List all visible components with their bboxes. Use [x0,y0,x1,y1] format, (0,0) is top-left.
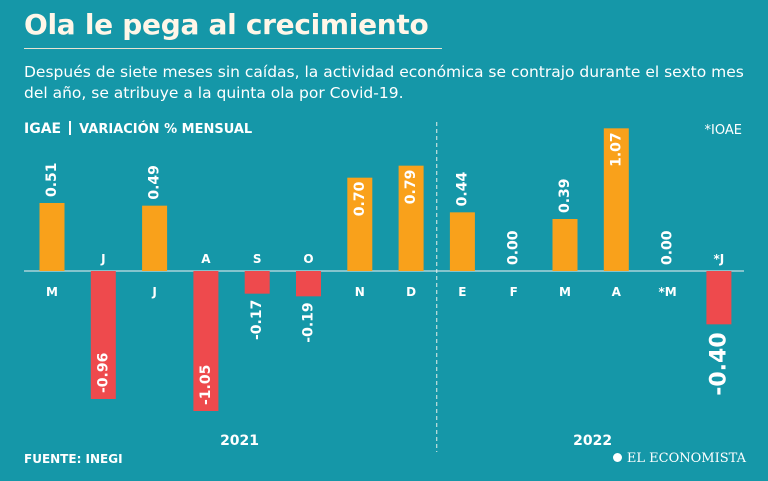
brand-dot-icon [612,453,622,462]
category-label-11: A [612,285,622,299]
chart-note: *IOAE [704,123,742,138]
value-label-13: -0.40 [706,332,731,395]
bar-3 [193,271,219,411]
value-label-7: 0.79 [403,170,419,205]
category-label-4: S [253,252,262,266]
brand-name: EL ECONOMISTA [626,451,746,466]
bar-7 [398,165,424,271]
category-label-2: J [151,285,156,299]
bar-1 [90,271,116,399]
bar-2 [142,205,168,271]
bar-5 [296,271,321,297]
title-divider [24,48,442,49]
chart-title: Ola le pega al crecimiento [24,8,429,41]
y-axis-label-sub: VARIACIÓN % MENSUAL [79,122,253,137]
value-label-6: 0.70 [352,181,368,216]
category-label-3: A [201,252,211,266]
source-label: FUENTE: INEGI [24,452,123,466]
category-label-1: J [100,252,105,266]
value-label-3: -1.05 [198,365,214,405]
category-label-7: D [406,285,416,299]
value-label-11: 1.07 [608,132,624,167]
bar-13 [706,271,732,325]
bar-11 [603,128,629,271]
category-label-5: O [303,252,313,266]
category-label-6: N [355,285,365,299]
value-label-0: 0.51 [44,162,60,197]
chart-subtitle: Después de siete meses sin caídas, la ac… [24,63,744,102]
brand-logo: EL ECONOMISTA [612,451,746,466]
category-label-12: *M [658,285,676,299]
y-axis-label-main: IGAE [24,121,62,137]
category-label-10: M [559,285,571,299]
value-label-8: 0.44 [454,172,470,207]
year-label-2022: 2022 [573,433,612,449]
y-axis-label: IGAE VARIACIÓN % MENSUAL [24,121,252,137]
category-label-8: E [458,285,466,299]
category-label-0: M [46,285,58,299]
value-label-10: 0.39 [557,178,573,213]
bar-0 [39,203,65,271]
value-label-5: -0.19 [301,302,317,342]
y-axis-label-separator [69,121,72,135]
bar-10 [552,219,578,271]
bar-6 [347,177,373,271]
value-label-2: 0.49 [147,165,163,200]
bar-8 [449,212,475,271]
value-label-4: -0.17 [249,300,265,340]
bar-4 [244,271,270,294]
category-label-9: F [510,285,518,299]
value-label-1: -0.96 [95,353,111,393]
year-label-2021: 2021 [220,433,259,449]
category-label-13: *J [714,252,725,266]
value-label-12: 0.00 [660,230,676,265]
value-label-9: 0.00 [506,230,522,265]
